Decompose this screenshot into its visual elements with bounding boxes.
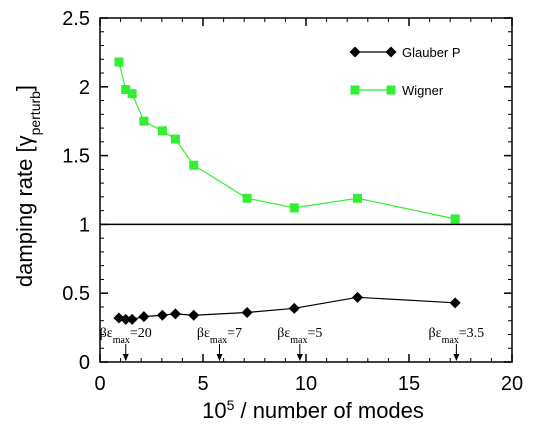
legend-marker	[386, 85, 396, 95]
plot-area: 0 5 10 15 20 0 0.5 1 1.5 2 2.5 Glauber P Wigner βεmax…	[62, 8, 523, 395]
data-point	[170, 134, 180, 144]
legend-marker	[350, 85, 360, 95]
data-point	[352, 291, 363, 303]
y-axis-title: damping rate [γperturb]	[12, 85, 43, 287]
y-tick-label: 2.5	[62, 8, 90, 30]
annotation-arrowhead	[122, 354, 129, 361]
legend-marker	[385, 46, 397, 58]
data-point	[169, 308, 181, 320]
y-tick-label: 0.5	[62, 283, 90, 305]
y-tick-label: 1	[79, 214, 90, 236]
legend: Glauber P Wigner	[349, 45, 461, 98]
data-point	[120, 313, 132, 325]
data-point	[353, 193, 362, 203]
legend-label: Glauber P	[402, 45, 461, 60]
x-tick-label: 10	[295, 373, 317, 395]
series-wigner	[114, 57, 460, 224]
data-point	[242, 193, 252, 203]
data-point	[289, 203, 299, 213]
x-tick-label: 15	[398, 373, 420, 395]
x-axis-title: 105 / number of modes	[202, 397, 424, 423]
annotation-label: βεmax=3.5	[429, 326, 485, 346]
data-point	[241, 306, 253, 318]
data-point	[114, 57, 124, 67]
legend-label: Wigner	[402, 83, 444, 98]
annotation-label: βεmax=7	[197, 326, 242, 346]
data-point	[127, 89, 137, 99]
annotation-arrowhead	[296, 354, 303, 361]
data-point	[139, 116, 149, 126]
data-point	[449, 297, 461, 309]
x-tick-label: 20	[501, 373, 523, 395]
data-point	[126, 313, 138, 325]
annotation-arrowhead	[453, 354, 460, 361]
data-point	[157, 126, 167, 136]
series-line	[118, 296, 456, 320]
y-tick-label: 2	[79, 77, 90, 99]
annotation-label: βεmax=20	[100, 326, 152, 346]
annotation-arrowhead	[216, 354, 223, 361]
x-tick-label: 5	[197, 373, 208, 395]
series-glauber-p	[113, 291, 461, 325]
y-tick-label: 1.5	[62, 146, 90, 168]
data-point	[450, 214, 460, 224]
y-tick-label: 0	[79, 352, 90, 374]
annotations: βεmax=20 βεmax=7 βεmax=5 βεmax=3.5	[100, 326, 485, 361]
data-point	[288, 302, 300, 314]
annotation-label: βεmax=5	[277, 326, 322, 346]
x-tick-label: 0	[94, 373, 105, 395]
data-point	[189, 160, 199, 170]
legend-marker	[349, 46, 361, 58]
data-point	[138, 311, 150, 323]
data-point	[156, 309, 168, 321]
data-point	[188, 309, 200, 321]
data-point	[121, 85, 131, 95]
